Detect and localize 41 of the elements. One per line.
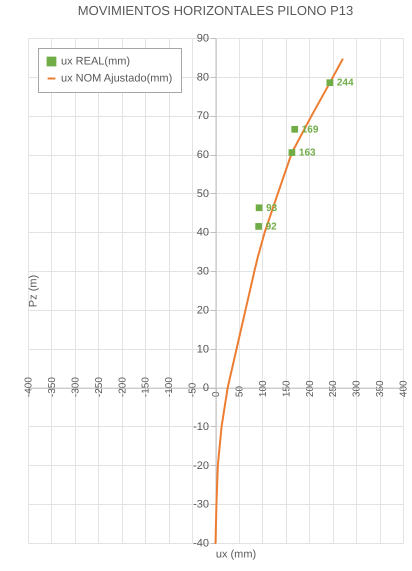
point bbox=[326, 79, 334, 86]
x-tick-label: -350 bbox=[46, 376, 58, 398]
x-tick-label: 150 bbox=[281, 380, 292, 398]
y-tick-label: 40 bbox=[196, 226, 209, 239]
x-tick-label: 350 bbox=[375, 380, 386, 398]
y-axis-title: Pz (m) bbox=[28, 274, 40, 308]
y-tick-label: 20 bbox=[196, 304, 209, 316]
point bbox=[256, 204, 262, 212]
x-tick-label: 300 bbox=[352, 380, 363, 398]
x-tick-label: -200 bbox=[117, 376, 128, 398]
x-axis-title: ux (mm) bbox=[216, 548, 256, 560]
point bbox=[288, 149, 296, 156]
x-tick-label: 50 bbox=[234, 386, 246, 398]
point bbox=[291, 126, 298, 133]
y-tick-label: 90 bbox=[196, 32, 209, 44]
x-tick-label: 400 bbox=[398, 380, 410, 398]
x-tick-label: 250 bbox=[328, 380, 340, 398]
point bbox=[255, 223, 262, 230]
x-tick-label: -250 bbox=[94, 376, 105, 398]
annotation: 163 bbox=[298, 148, 316, 159]
x-tick-label: -150 bbox=[140, 376, 152, 398]
y-tick-label: 70 bbox=[196, 110, 209, 122]
annotation: 244 bbox=[336, 78, 354, 89]
y-tick-label: -40 bbox=[193, 538, 209, 550]
x-tick-label: -100 bbox=[164, 376, 176, 398]
x-tick-label: -400 bbox=[24, 376, 34, 398]
legend-label: ux REAL(mm) bbox=[61, 56, 130, 68]
x-tick-label: 200 bbox=[304, 380, 316, 398]
y-tick-label: -20 bbox=[193, 460, 209, 472]
y-tick-label: 50 bbox=[196, 188, 209, 200]
y-tick-label: -30 bbox=[193, 498, 209, 511]
x-tick-label: 100 bbox=[258, 380, 269, 398]
y-tick-label: 30 bbox=[196, 266, 209, 278]
y-tick-label: 10 bbox=[196, 343, 209, 356]
legend-label: ux NOM Ajustado(mm) bbox=[61, 72, 172, 84]
y-tick-label: 80 bbox=[196, 71, 209, 84]
x-tick-label: -50 bbox=[188, 382, 199, 398]
chart-title: MOVIMIENTOS HORIZONTALES PILONO P13 bbox=[78, 3, 354, 18]
y-tick-label: -10 bbox=[193, 420, 209, 433]
x-tick-label: -300 bbox=[70, 376, 82, 398]
y-tick-label: 60 bbox=[196, 149, 209, 162]
